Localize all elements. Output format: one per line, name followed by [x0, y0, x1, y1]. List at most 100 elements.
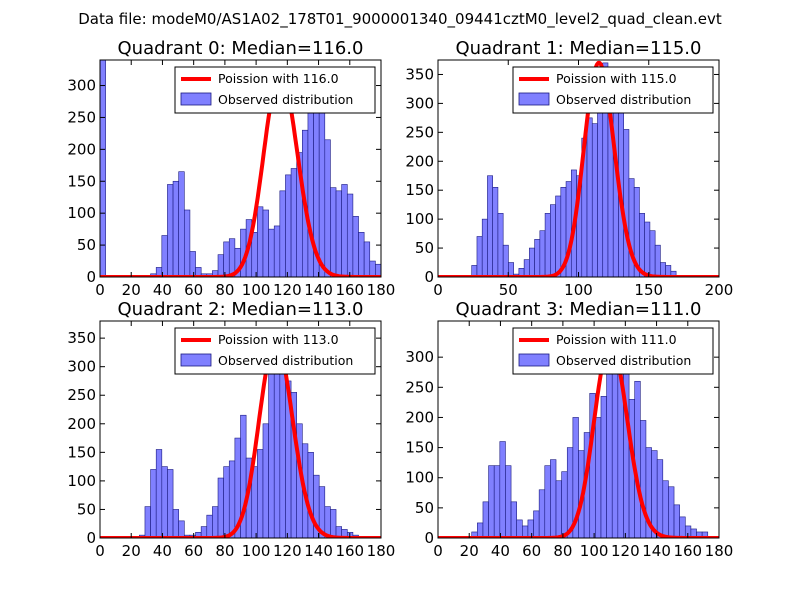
histogram-bar	[223, 241, 230, 277]
y-tick-label: 50	[415, 499, 434, 517]
histogram-bar	[508, 262, 514, 277]
histogram-bar	[510, 501, 517, 538]
histogram-bar	[493, 465, 501, 538]
histogram-bar	[285, 174, 292, 277]
y-tick-label: 0	[86, 268, 96, 286]
x-tick-label: 20	[122, 542, 141, 560]
histogram-bar	[172, 180, 179, 277]
x-tick-label: 100	[580, 542, 609, 560]
y-tick-label: 100	[67, 472, 96, 490]
histogram-bar	[623, 356, 630, 538]
histogram-bar	[668, 486, 675, 538]
histogram-bar	[640, 420, 647, 538]
y-tick-label: 100	[67, 204, 96, 222]
histogram-bar	[324, 139, 331, 277]
y-tick-label: 150	[67, 443, 96, 461]
histogram-bar	[251, 232, 258, 277]
y-tick-label: 0	[424, 268, 434, 286]
legend-observed-swatch	[518, 353, 550, 367]
histogram-bar	[654, 244, 661, 277]
x-tick-label: 80	[553, 542, 572, 560]
x-tick-label: 180	[367, 542, 396, 560]
histogram-bar	[189, 251, 196, 277]
histogram-bar	[206, 514, 213, 538]
histogram-bar	[352, 216, 359, 277]
x-tick-label: 100	[242, 542, 271, 560]
histogram-bar	[212, 506, 219, 538]
x-tick-label: 40	[153, 542, 172, 560]
histogram-bar	[346, 193, 354, 277]
histogram-bar	[223, 466, 230, 538]
histogram-bar	[481, 218, 488, 277]
histogram-bar	[492, 187, 499, 277]
y-tick-label: 200	[405, 408, 434, 426]
histogram-bars	[471, 62, 677, 277]
histogram-bar	[586, 117, 593, 277]
panel-title: Quadrant 0: Median=116.0	[118, 38, 364, 59]
legend-poisson-label: Poission with 115.0	[556, 71, 677, 86]
histogram-bar	[184, 209, 191, 277]
histogram-bar	[656, 459, 664, 538]
x-tick-label: 0	[433, 281, 443, 299]
histogram-bar	[262, 423, 269, 538]
legend-observed-label: Observed distribution	[218, 353, 353, 368]
x-tick-label: 20	[460, 542, 479, 560]
histogram-bar	[505, 465, 512, 538]
y-tick-label: 50	[77, 236, 96, 254]
histogram-bar	[673, 504, 680, 538]
x-tick-label: 40	[153, 281, 172, 299]
axes-frame	[99, 320, 382, 539]
histogram-bar	[649, 230, 656, 277]
histogram-bar	[369, 260, 376, 277]
x-tick-label: 100	[242, 281, 271, 299]
histogram-bars	[139, 340, 359, 538]
panel-title: Quadrant 2: Median=113.0	[118, 299, 364, 320]
histogram-bar	[268, 228, 275, 277]
histogram-bar	[544, 465, 551, 538]
y-tick-label: 250	[405, 123, 434, 141]
histogram-bar	[487, 175, 493, 277]
y-tick-label: 100	[405, 210, 434, 228]
legend: Poission with 111.0 Observed distribution	[512, 327, 714, 375]
y-tick-label: 250	[67, 108, 96, 126]
histogram-bar	[591, 123, 598, 277]
panel-title: Quadrant 3: Median=111.0	[456, 299, 702, 320]
y-tick-label: 300	[405, 94, 434, 112]
histogram-bar	[257, 206, 264, 277]
histogram-bar	[330, 187, 337, 277]
x-tick-label: 60	[522, 542, 541, 560]
histogram-bar	[290, 168, 297, 277]
y-tick-label: 200	[67, 140, 96, 158]
quadrant-1-panel: 0 50 100 150 200 0 50 100 150 200 250 300 350 Quadran…	[405, 38, 733, 299]
histogram-bar	[273, 225, 281, 277]
x-tick-label: 180	[367, 281, 396, 299]
figure-suptitle: Data file: modeM0/AS1A02_178T01_90000013…	[78, 10, 722, 29]
x-tick-label: 80	[215, 281, 234, 299]
x-tick-label: 20	[122, 281, 141, 299]
histogram-bar	[358, 232, 365, 277]
poisson-curve	[100, 339, 381, 538]
histogram-bar	[595, 417, 602, 538]
x-tick-label: 100	[564, 281, 593, 299]
y-tick-label: 300	[405, 348, 434, 366]
y-tick-label: 200	[67, 415, 96, 433]
histogram-bar	[262, 209, 269, 277]
histogram-bar	[555, 480, 562, 538]
x-tick-label: 120	[611, 542, 640, 560]
quadrant-3-panel: 0 20 40 60 80 100 120 140 160 1800501001502002503…	[405, 299, 733, 560]
histogram-bar	[660, 262, 666, 277]
y-tick-label: 50	[77, 500, 96, 518]
legend-poisson-label: Poission with 116.0	[218, 71, 339, 86]
histogram-bar	[516, 519, 523, 538]
x-tick-label: 160	[335, 281, 364, 299]
x-tick-label: 140	[642, 542, 671, 560]
y-tick-label: 150	[405, 439, 434, 457]
y-tick-label: 250	[405, 378, 434, 396]
y-axis: 0 50 100 150 200 250 300	[67, 77, 381, 286]
x-tick-label: 60	[184, 542, 203, 560]
histogram-bar	[330, 509, 337, 538]
x-tick-label: 40	[491, 542, 510, 560]
histogram-bar	[550, 459, 557, 538]
legend-observed-label: Observed distribution	[218, 92, 353, 107]
legend: Poission with 115.0 Observed distribution	[512, 66, 714, 114]
